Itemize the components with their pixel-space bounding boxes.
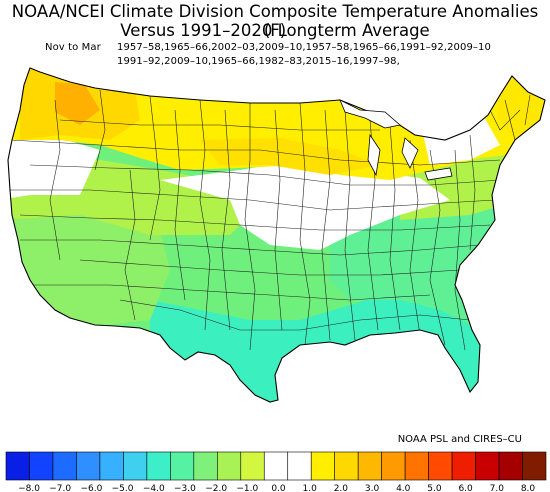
legend-ticks: −8.0 −7.0 −6.0 −5.0 −4.0 −3.0 −2.0 −1.0 0.0 1.0 2.…: [18, 484, 535, 492]
legend-box: [52, 451, 77, 481]
legend-tick-label: 2.0: [334, 484, 349, 492]
legend-box: [451, 451, 476, 481]
credit-label: NOAA PSL and CIRES–CU: [397, 434, 522, 445]
legend-box: [263, 451, 289, 481]
legend-box: [310, 451, 335, 481]
legend-box: [99, 451, 124, 481]
legend-box: [381, 451, 406, 481]
legend-box: [498, 451, 523, 481]
title-line-2: Versus 1991–2020 Longterm Average: [120, 21, 430, 40]
legend-box: [522, 451, 547, 481]
legend-tick-label: 3.0: [365, 484, 380, 492]
legend-tick-label: 6.0: [458, 484, 473, 492]
division-line: [199, 99, 211, 331]
legend-tick-label: −5.0: [112, 484, 134, 492]
legend-box: [29, 451, 54, 481]
division-line: [244, 103, 256, 351]
period-label: Nov to Mar: [45, 42, 101, 53]
division-line: [174, 109, 186, 301]
division-line: [454, 149, 466, 351]
legend-tick-label: −4.0: [143, 484, 165, 492]
division-line: [221, 109, 231, 331]
legend-tick-label: −8.0: [18, 484, 40, 492]
legend-tick-label: −1.0: [236, 484, 258, 492]
legend-box: [475, 451, 500, 481]
legend-box: [334, 451, 359, 481]
division-line: [409, 139, 421, 336]
division-line: [429, 149, 446, 346]
division-line: [20, 239, 481, 256]
legend-box: [76, 451, 101, 481]
title-line-1: NOAA/NCEI Climate Division Composite Tem…: [11, 2, 539, 40]
legend-tick-label: −3.0: [174, 484, 196, 492]
legend-tick-label: −2.0: [205, 484, 227, 492]
division-line: [19, 214, 491, 231]
region-northern-plains-yellow: [200, 138, 380, 175]
division-line: [389, 124, 401, 331]
region-west-white: [8, 138, 100, 200]
division-line: [504, 99, 516, 141]
division-line: [10, 189, 496, 211]
legend-tick-label: 8.0: [521, 484, 536, 492]
legend-box: [240, 451, 265, 481]
legend-boxes: [5, 451, 547, 481]
division-line: [49, 99, 61, 261]
division-line: [321, 109, 331, 341]
region-washington-core: [55, 82, 100, 125]
division-line: [119, 299, 471, 331]
map-outline: [7, 67, 546, 403]
legend-box: [170, 451, 195, 481]
legend-box: [357, 451, 382, 481]
division-line: [124, 169, 136, 321]
division-line: [274, 109, 283, 331]
legend-box: [193, 451, 218, 481]
legend-box: [287, 451, 312, 481]
legend-tick-label: −7.0: [49, 484, 71, 492]
years-line-1: 1957–58,1965–66,2002–03,2009–10,1957–58,…: [117, 42, 491, 53]
legend-tick-label: 5.0: [427, 484, 442, 492]
division-line: [344, 109, 356, 341]
legend-box: [123, 451, 148, 481]
legend-box: [5, 451, 30, 481]
division-lines: [9, 89, 531, 351]
division-line: [524, 94, 531, 126]
division-line: [30, 284, 431, 301]
division-line: [94, 89, 106, 171]
division-line: [299, 102, 311, 346]
legend-box: [146, 451, 171, 481]
great-lakes: [339, 99, 453, 181]
legend-box: [428, 451, 453, 481]
years-line-2: 1991–92,2009–10,1965–66,1982–83,2015–16,…: [117, 56, 400, 67]
region-central-band: [160, 160, 450, 250]
legend-tick-label: 4.0: [396, 484, 411, 492]
legend-tick-label: 1.0: [303, 484, 318, 492]
division-line: [79, 259, 461, 276]
division-line: [149, 95, 161, 241]
legend-tick-label: 7.0: [490, 484, 505, 492]
division-line: [9, 139, 501, 166]
legend-box: [404, 451, 429, 481]
division-line: [29, 164, 501, 186]
legend-tick-label: 0.0: [271, 484, 286, 492]
legend-box: [217, 451, 242, 481]
legend-tick-label: −6.0: [80, 484, 102, 492]
division-line: [469, 134, 476, 251]
